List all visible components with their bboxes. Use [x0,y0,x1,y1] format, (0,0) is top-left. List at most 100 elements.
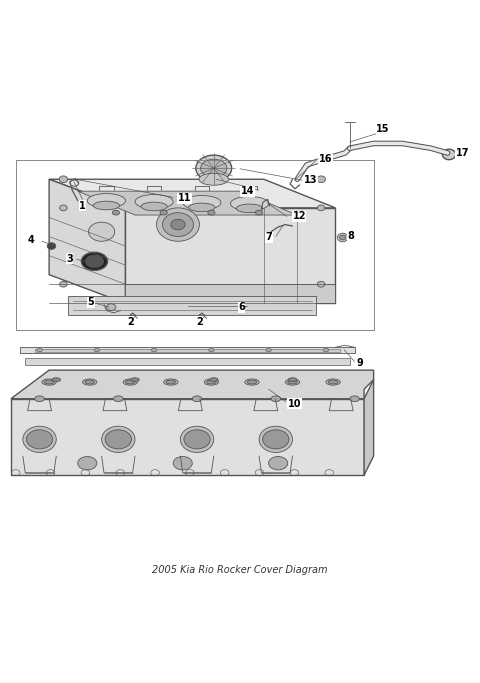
Polygon shape [125,208,336,303]
Ellipse shape [317,281,325,287]
Ellipse shape [209,378,218,382]
Ellipse shape [125,380,135,384]
Polygon shape [49,179,125,303]
Ellipse shape [166,380,176,384]
Ellipse shape [60,281,67,287]
Ellipse shape [208,348,214,352]
Ellipse shape [443,149,456,160]
Text: 6: 6 [238,302,245,312]
Text: 17: 17 [456,148,469,158]
Polygon shape [68,296,316,316]
Ellipse shape [192,396,202,402]
Ellipse shape [151,348,157,352]
Ellipse shape [35,396,44,402]
Ellipse shape [83,379,97,385]
Ellipse shape [42,379,56,385]
Text: 2: 2 [196,317,203,326]
Ellipse shape [255,210,263,215]
Ellipse shape [288,378,297,382]
Text: 4: 4 [28,236,35,245]
Ellipse shape [81,252,108,270]
Ellipse shape [196,155,232,182]
Ellipse shape [78,456,97,470]
Ellipse shape [269,456,288,470]
Ellipse shape [171,219,185,230]
Ellipse shape [105,430,132,449]
Ellipse shape [141,202,167,211]
Ellipse shape [247,380,257,384]
Ellipse shape [47,242,56,249]
Text: 2005 Kia Rio Rocker Cover Diagram: 2005 Kia Rio Rocker Cover Diagram [152,566,328,575]
Ellipse shape [288,380,297,384]
Ellipse shape [266,348,272,352]
Ellipse shape [339,235,346,240]
Ellipse shape [317,176,325,182]
Ellipse shape [271,396,281,402]
Ellipse shape [208,210,215,215]
Polygon shape [78,191,297,215]
Ellipse shape [44,380,54,384]
Text: 11: 11 [178,193,192,204]
Ellipse shape [263,430,289,449]
Polygon shape [11,370,373,399]
Ellipse shape [93,201,120,210]
Ellipse shape [36,348,42,352]
Ellipse shape [160,210,167,215]
Ellipse shape [350,396,360,402]
Ellipse shape [131,378,139,382]
Ellipse shape [230,197,269,211]
Ellipse shape [112,210,120,215]
Ellipse shape [259,426,292,452]
Ellipse shape [60,205,67,211]
Ellipse shape [107,304,116,311]
Ellipse shape [180,426,214,452]
Ellipse shape [337,233,348,242]
Ellipse shape [102,426,135,452]
Ellipse shape [135,195,173,209]
Polygon shape [49,179,336,208]
Ellipse shape [88,222,115,241]
Ellipse shape [94,348,100,352]
Text: 12: 12 [292,212,306,221]
Polygon shape [364,380,373,475]
Ellipse shape [183,195,221,210]
Ellipse shape [123,379,137,385]
Polygon shape [11,399,364,475]
Ellipse shape [245,379,259,385]
Ellipse shape [85,380,95,384]
Ellipse shape [114,396,123,402]
Text: 2: 2 [127,317,133,326]
Polygon shape [25,358,350,365]
Polygon shape [35,348,340,352]
Ellipse shape [206,380,216,384]
Text: 10: 10 [288,399,301,408]
Polygon shape [125,284,336,303]
Text: 1: 1 [79,201,86,211]
Ellipse shape [26,430,53,449]
Ellipse shape [204,379,218,385]
Ellipse shape [326,379,340,385]
Ellipse shape [201,159,227,178]
Text: 14: 14 [241,186,254,196]
Ellipse shape [237,204,263,212]
Ellipse shape [328,380,338,384]
Ellipse shape [285,379,300,385]
Text: 5: 5 [88,297,95,307]
Ellipse shape [164,379,178,385]
Text: 3: 3 [66,254,73,264]
Text: 9: 9 [357,358,364,368]
Text: 15: 15 [376,124,390,134]
Text: 13: 13 [304,176,318,185]
Ellipse shape [85,255,104,268]
Ellipse shape [59,176,68,182]
Ellipse shape [317,205,325,211]
Ellipse shape [162,212,193,236]
Ellipse shape [184,430,210,449]
Ellipse shape [23,426,56,452]
Text: 8: 8 [348,231,354,240]
Ellipse shape [323,348,329,352]
Ellipse shape [173,456,192,470]
Ellipse shape [87,193,125,208]
Ellipse shape [156,208,199,241]
Text: 7: 7 [266,232,273,242]
